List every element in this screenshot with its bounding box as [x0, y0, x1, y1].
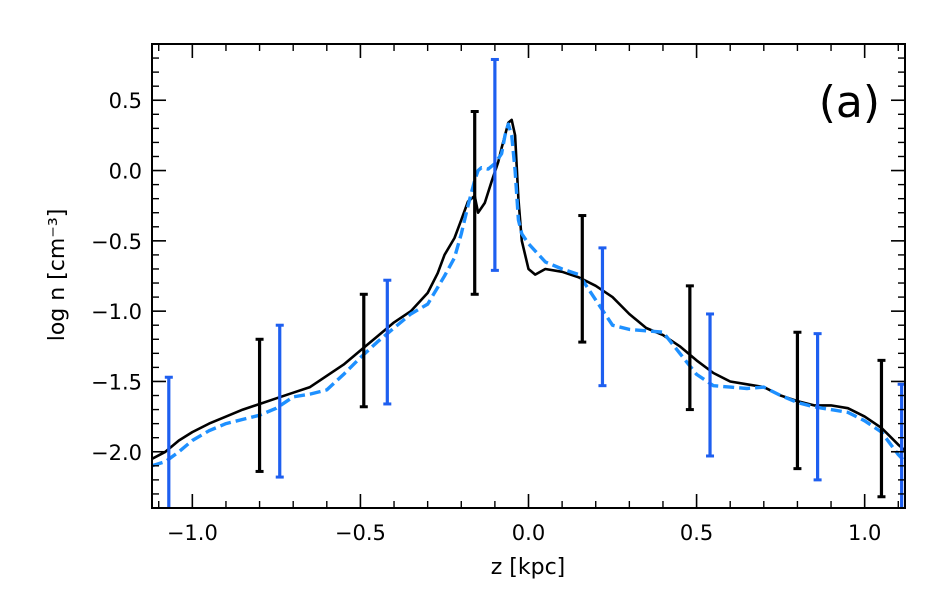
error-bar-2	[359, 292, 368, 409]
error-bar-1	[255, 337, 264, 473]
y-tick-label: 0.0	[109, 160, 142, 184]
y-tick-label: 0.5	[109, 89, 142, 113]
y-tick-label: −1.5	[91, 370, 142, 394]
x-axis-label: z [kpc]	[491, 555, 566, 580]
ticks-layer: −1.0 −0.5 0.0 0.5 1.0 −2.0 −1.5 −1.0 −0.5 0.0 0.5	[91, 44, 905, 545]
error-bar-6	[793, 330, 802, 471]
x-tick-label: −1.0	[167, 521, 218, 545]
series-layer	[152, 118, 905, 468]
x-tick-label: −0.5	[335, 521, 386, 545]
panel-label: (a)	[819, 77, 880, 128]
y-tick-label: −1.0	[91, 300, 142, 324]
plot-frame	[151, 43, 906, 509]
series-line-1	[152, 118, 905, 460]
series-line-2	[152, 122, 905, 468]
x-tick-label: 0.5	[680, 521, 713, 545]
error-bar-8	[164, 375, 173, 508]
error-bar-11	[490, 57, 499, 272]
error-bar-13	[706, 312, 715, 458]
error-bar-7	[877, 358, 886, 499]
error-bar-3	[470, 109, 479, 296]
error-bar-10	[383, 278, 392, 406]
errorbar-layer	[164, 57, 906, 508]
y-tick-label: −2.0	[91, 441, 142, 465]
x-tick-label: 0.0	[512, 521, 545, 545]
error-bar-4	[578, 214, 587, 344]
error-bar-9	[275, 323, 284, 479]
error-bar-12	[598, 246, 607, 388]
y-tick-label: −0.5	[91, 230, 142, 254]
error-bar-14	[813, 332, 822, 482]
y-axis-label: log n [cm⁻³]	[45, 209, 70, 342]
error-bar-5	[685, 284, 694, 412]
x-tick-label: 1.0	[848, 521, 881, 545]
